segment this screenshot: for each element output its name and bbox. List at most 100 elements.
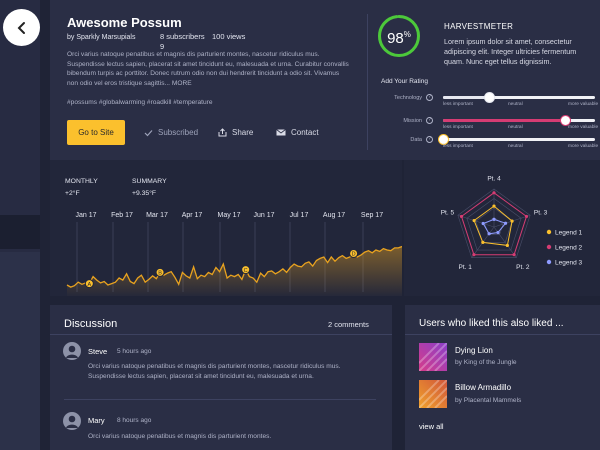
legend-label: Legend 1 <box>555 229 582 236</box>
radar-point[interactable] <box>524 214 529 219</box>
chart-marker[interactable] <box>84 279 94 289</box>
monthly-label: MONTHLY <box>65 178 98 185</box>
radar-point[interactable] <box>505 243 510 248</box>
related-item-name[interactable]: Dying Lion <box>455 346 493 355</box>
radar-point[interactable] <box>481 221 485 226</box>
legend-swatch <box>546 229 552 235</box>
slider-handle[interactable] <box>484 93 494 102</box>
discussion-panel <box>50 305 392 450</box>
contact-label: Contact <box>291 128 319 137</box>
x-tick-label: May 17 <box>218 212 241 219</box>
header-divider <box>367 14 368 150</box>
radar-axis-label: Pt. 2 <box>516 264 530 271</box>
product-description: Orci varius natoque penatibus et magnis … <box>67 51 349 87</box>
slider-tick-label: less important <box>443 102 473 107</box>
slider-tick-label: less important <box>443 144 473 149</box>
radar-point[interactable] <box>492 217 496 221</box>
score-unit: % <box>403 30 411 39</box>
slider-track[interactable] <box>439 135 595 144</box>
slider-fill <box>443 119 565 122</box>
radar-point[interactable] <box>496 230 500 235</box>
slider-track[interactable] <box>443 116 595 125</box>
share-button[interactable]: Share <box>218 128 253 137</box>
radar-axis <box>457 214 495 228</box>
help-icon[interactable]: ? <box>426 94 433 101</box>
slider-tick-label: less important <box>443 125 473 130</box>
radar-chart[interactable]: Pt. 4 Pt. 3 Pt. 2 Pt. 1 Pt. 5 Legend 1 Legend … <box>404 160 600 296</box>
share-icon <box>218 128 227 137</box>
radar-grid-ring <box>484 217 504 235</box>
slider-tick-label: more valuable <box>568 125 599 130</box>
slider-track[interactable] <box>443 93 595 102</box>
slider-fill <box>443 96 489 99</box>
chevron-left-icon <box>17 21 25 34</box>
x-tick-label: Apr 17 <box>182 212 203 219</box>
subscriber-extra: 9 <box>160 42 165 51</box>
radar-point[interactable] <box>481 240 485 244</box>
view-all-link[interactable]: view all <box>419 422 444 431</box>
product-tags[interactable]: #possums #globalwarming #roadkill #tempe… <box>67 99 213 106</box>
radar-point[interactable] <box>510 219 514 223</box>
monthly-value: +2°F <box>65 190 80 197</box>
related-title: Users who liked this also liked ... <box>419 318 564 329</box>
related-divider <box>405 334 600 335</box>
radar-point[interactable] <box>472 253 476 257</box>
comment-author[interactable]: Mary <box>88 416 105 425</box>
temperature-area-chart[interactable]: Jan 17 Feb 17 Mar 17 Apr 17 May 17 Jun 17 Jul … <box>50 200 402 296</box>
product-title: Awesome Possum <box>67 15 182 30</box>
avatar[interactable] <box>63 412 81 430</box>
avatar[interactable] <box>63 342 81 360</box>
related-item-author: by Placental Mammels <box>455 397 522 404</box>
rating-slider[interactable]: Technology? less important neutral more val… <box>385 93 598 117</box>
back-button[interactable] <box>3 9 40 46</box>
help-icon[interactable]: ? <box>426 136 433 143</box>
rail-block <box>0 215 40 249</box>
comment-author[interactable]: Steve <box>88 347 108 356</box>
radar-point[interactable] <box>487 232 491 236</box>
go-to-site-button[interactable]: Go to Site <box>67 120 125 145</box>
chart-marker-label: A <box>87 282 91 288</box>
slider-handle[interactable] <box>439 135 448 144</box>
radar-point[interactable] <box>512 253 516 257</box>
product-byline[interactable]: by Sparkly Marsupials <box>67 34 136 41</box>
contact-button[interactable]: Contact <box>276 128 319 137</box>
subscribed-button[interactable]: Subscribed <box>144 128 198 137</box>
chart-marker[interactable] <box>241 265 251 275</box>
chart-marker-label: C <box>244 268 248 274</box>
radar-point[interactable] <box>492 204 496 208</box>
slider-tick-label: neutral <box>508 125 523 130</box>
rating-slider[interactable]: Data? less important neutral more valuable <box>385 135 598 159</box>
rating-slider[interactable]: Mission? less important neutral more valuab… <box>385 116 599 140</box>
left-rail <box>0 0 40 450</box>
related-item-name[interactable]: Billow Armadillo <box>455 383 512 392</box>
slider-tick-label: neutral <box>508 144 523 149</box>
radar-axis-label: Pt. 3 <box>534 209 548 216</box>
slider-label: Technology <box>394 95 422 101</box>
help-icon[interactable]: ? <box>426 117 433 124</box>
product-thumbnail[interactable] <box>419 380 447 408</box>
legend-label: Legend 3 <box>555 259 582 266</box>
chart-line <box>66 245 402 288</box>
radar-point[interactable] <box>492 191 496 195</box>
slider-handle[interactable] <box>560 116 570 125</box>
subscribed-label: Subscribed <box>158 128 199 137</box>
radar-point[interactable] <box>472 218 476 223</box>
summary-label: SUMMARY <box>132 178 167 185</box>
x-tick-label: Mar 17 <box>146 212 168 219</box>
x-tick-label: Jul 17 <box>290 212 309 219</box>
discussion-divider <box>50 334 392 335</box>
radar-point[interactable] <box>503 221 508 225</box>
radar-point[interactable] <box>459 214 464 219</box>
chart-marker[interactable] <box>155 267 165 277</box>
radar-axis-label: Pt. 5 <box>441 209 455 216</box>
radar-grid-ring <box>466 198 522 251</box>
legend-label: Legend 2 <box>555 244 582 251</box>
comment-text: Orci varius natoque penatibus et magnis … <box>88 433 272 440</box>
harvestmeter-title: HARVESTMETER <box>444 22 514 31</box>
comment-count[interactable]: 2 comments <box>328 320 369 329</box>
score-value: 98 <box>387 30 404 47</box>
product-thumbnail[interactable] <box>419 343 447 371</box>
comment-text: Orci varius natoque penatibus et magnis … <box>88 363 341 380</box>
radar-grid-ring <box>457 188 531 258</box>
chart-marker[interactable] <box>349 249 359 258</box>
